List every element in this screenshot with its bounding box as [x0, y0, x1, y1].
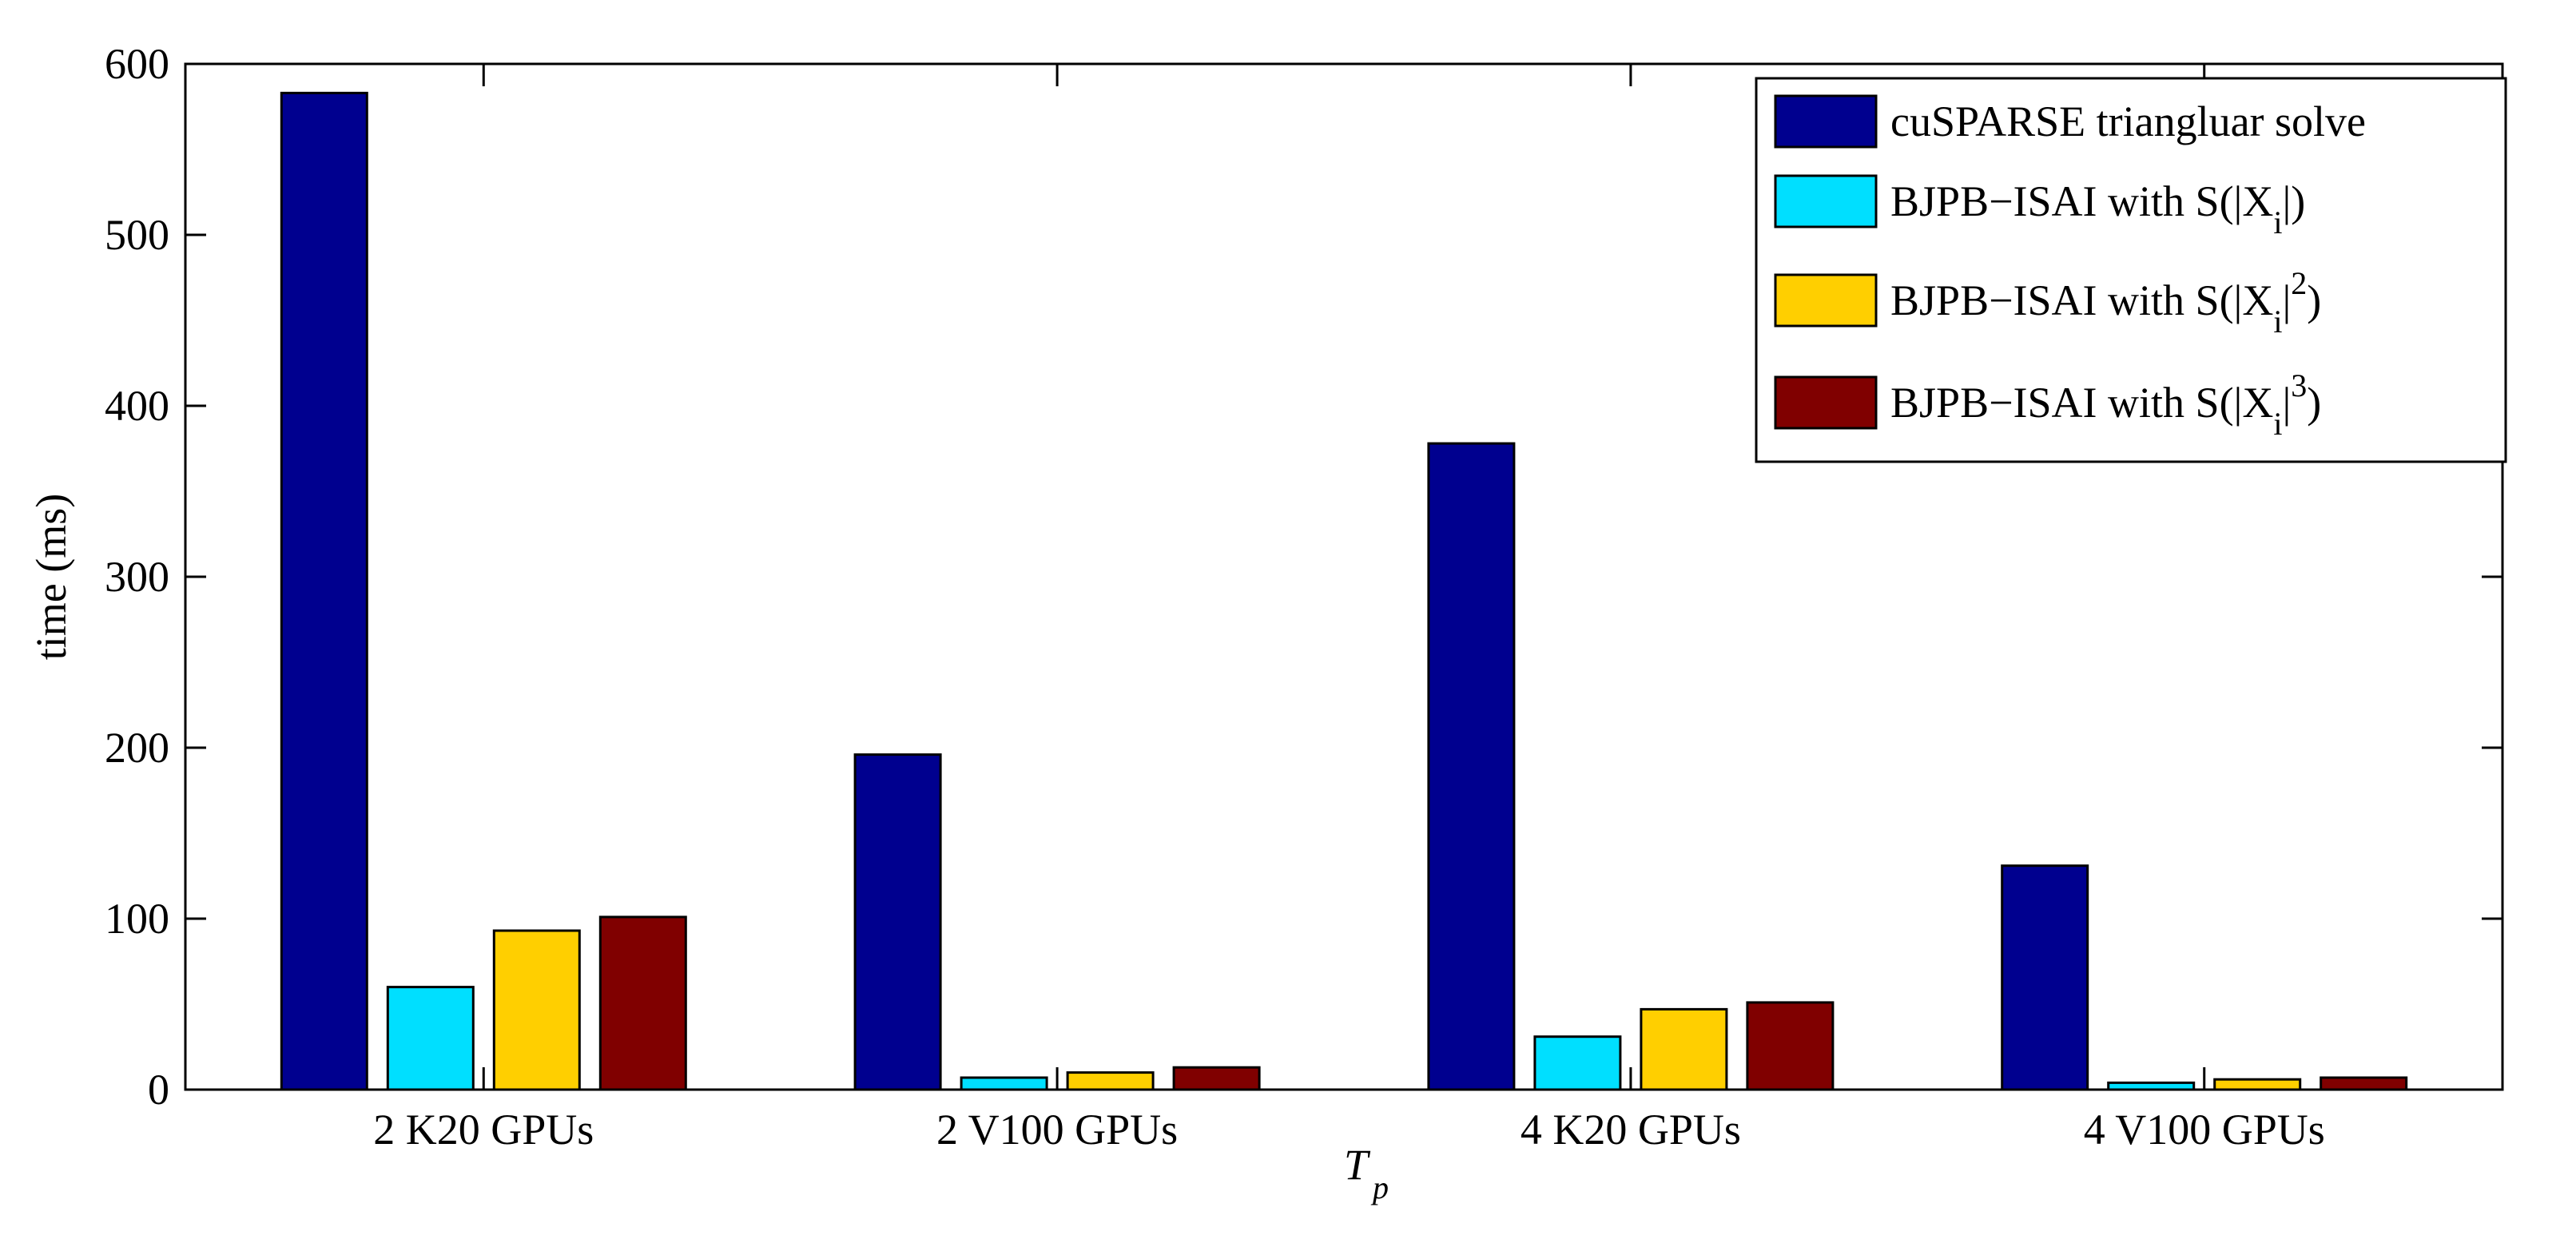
bar-4-4-k20-gpus — [1746, 1001, 1835, 1091]
x-axis-label-main: T — [1344, 1141, 1371, 1189]
y-tick-label-100: 100 — [105, 895, 169, 943]
y-tick-label-400: 400 — [105, 382, 169, 430]
x-axis-label: T p — [1344, 1141, 1389, 1205]
bar-1-4-v100-gpus — [2001, 864, 2089, 1091]
legend-label-3: BJPB−ISAI with S(|Xi|2) — [1890, 265, 2321, 340]
bar-1-2-k20-gpus — [280, 91, 368, 1091]
legend-label-2: BJPB−ISAI with S(|Xi|) — [1890, 177, 2305, 240]
bar-4-4-v100-gpus — [2320, 1076, 2408, 1091]
x-tick-label-4: 4 V100 GPUs — [2084, 1106, 2325, 1154]
bar-1-2-v100-gpus — [853, 753, 942, 1091]
y-tick-labels: 0 100 200 300 400 500 600 — [105, 40, 169, 1114]
x-tick-label-2: 2 V100 GPUs — [936, 1106, 1178, 1154]
bar-1-4-k20-gpus — [1427, 442, 1516, 1091]
y-tick-label-600: 600 — [105, 40, 169, 88]
x-tick-label-3: 4 K20 GPUs — [1521, 1106, 1741, 1154]
y-tick-label-500: 500 — [105, 211, 169, 259]
legend-swatch-4 — [1774, 375, 1878, 430]
legend-swatch-1 — [1774, 94, 1878, 149]
bars-layer — [280, 91, 2408, 1091]
y-tick-label-200: 200 — [105, 724, 169, 772]
bar-2-2-k20-gpus — [386, 986, 475, 1091]
x-tick-labels: 2 K20 GPUs 2 V100 GPUs 4 K20 GPUs 4 V100 GP… — [373, 1106, 2325, 1154]
x-tick-label-1: 2 K20 GPUs — [373, 1106, 594, 1154]
bar-2-2-v100-gpus — [960, 1076, 1048, 1091]
y-tick-label-0: 0 — [148, 1066, 169, 1114]
bar-3-4-v100-gpus — [2213, 1078, 2302, 1091]
legend-label-1: cuSPARSE triangluar solve — [1890, 97, 2366, 145]
legend-item-3: BJPB−ISAI with S(|Xi|2) — [1774, 265, 2321, 340]
legend-item-2: BJPB−ISAI with S(|Xi|) — [1774, 174, 2305, 240]
bar-2-4-k20-gpus — [1533, 1035, 1622, 1091]
legend: cuSPARSE triangluar solve BJPB−ISAI with … — [1755, 77, 2507, 463]
bar-4-2-v100-gpus — [1172, 1066, 1261, 1091]
x-axis-label-subscript: p — [1370, 1169, 1389, 1205]
legend-label-4: BJPB−ISAI with S(|Xi|3) — [1890, 367, 2321, 442]
axes-box — [184, 62, 2504, 1091]
y-axis-label: time (ms) — [27, 494, 75, 660]
bar-3-2-v100-gpus — [1066, 1071, 1155, 1091]
legend-box — [1755, 77, 2507, 463]
bar-3-4-k20-gpus — [1640, 1007, 1728, 1091]
legend-item-4: BJPB−ISAI with S(|Xi|3) — [1774, 367, 2321, 442]
legend-swatch-3 — [1774, 273, 1878, 328]
bar-4-2-k20-gpus — [598, 915, 687, 1091]
y-tick-label-300: 300 — [105, 553, 169, 601]
legend-swatch-2 — [1774, 174, 1878, 228]
bar-3-2-k20-gpus — [492, 929, 581, 1091]
legend-item-1: cuSPARSE triangluar solve — [1774, 94, 2366, 149]
